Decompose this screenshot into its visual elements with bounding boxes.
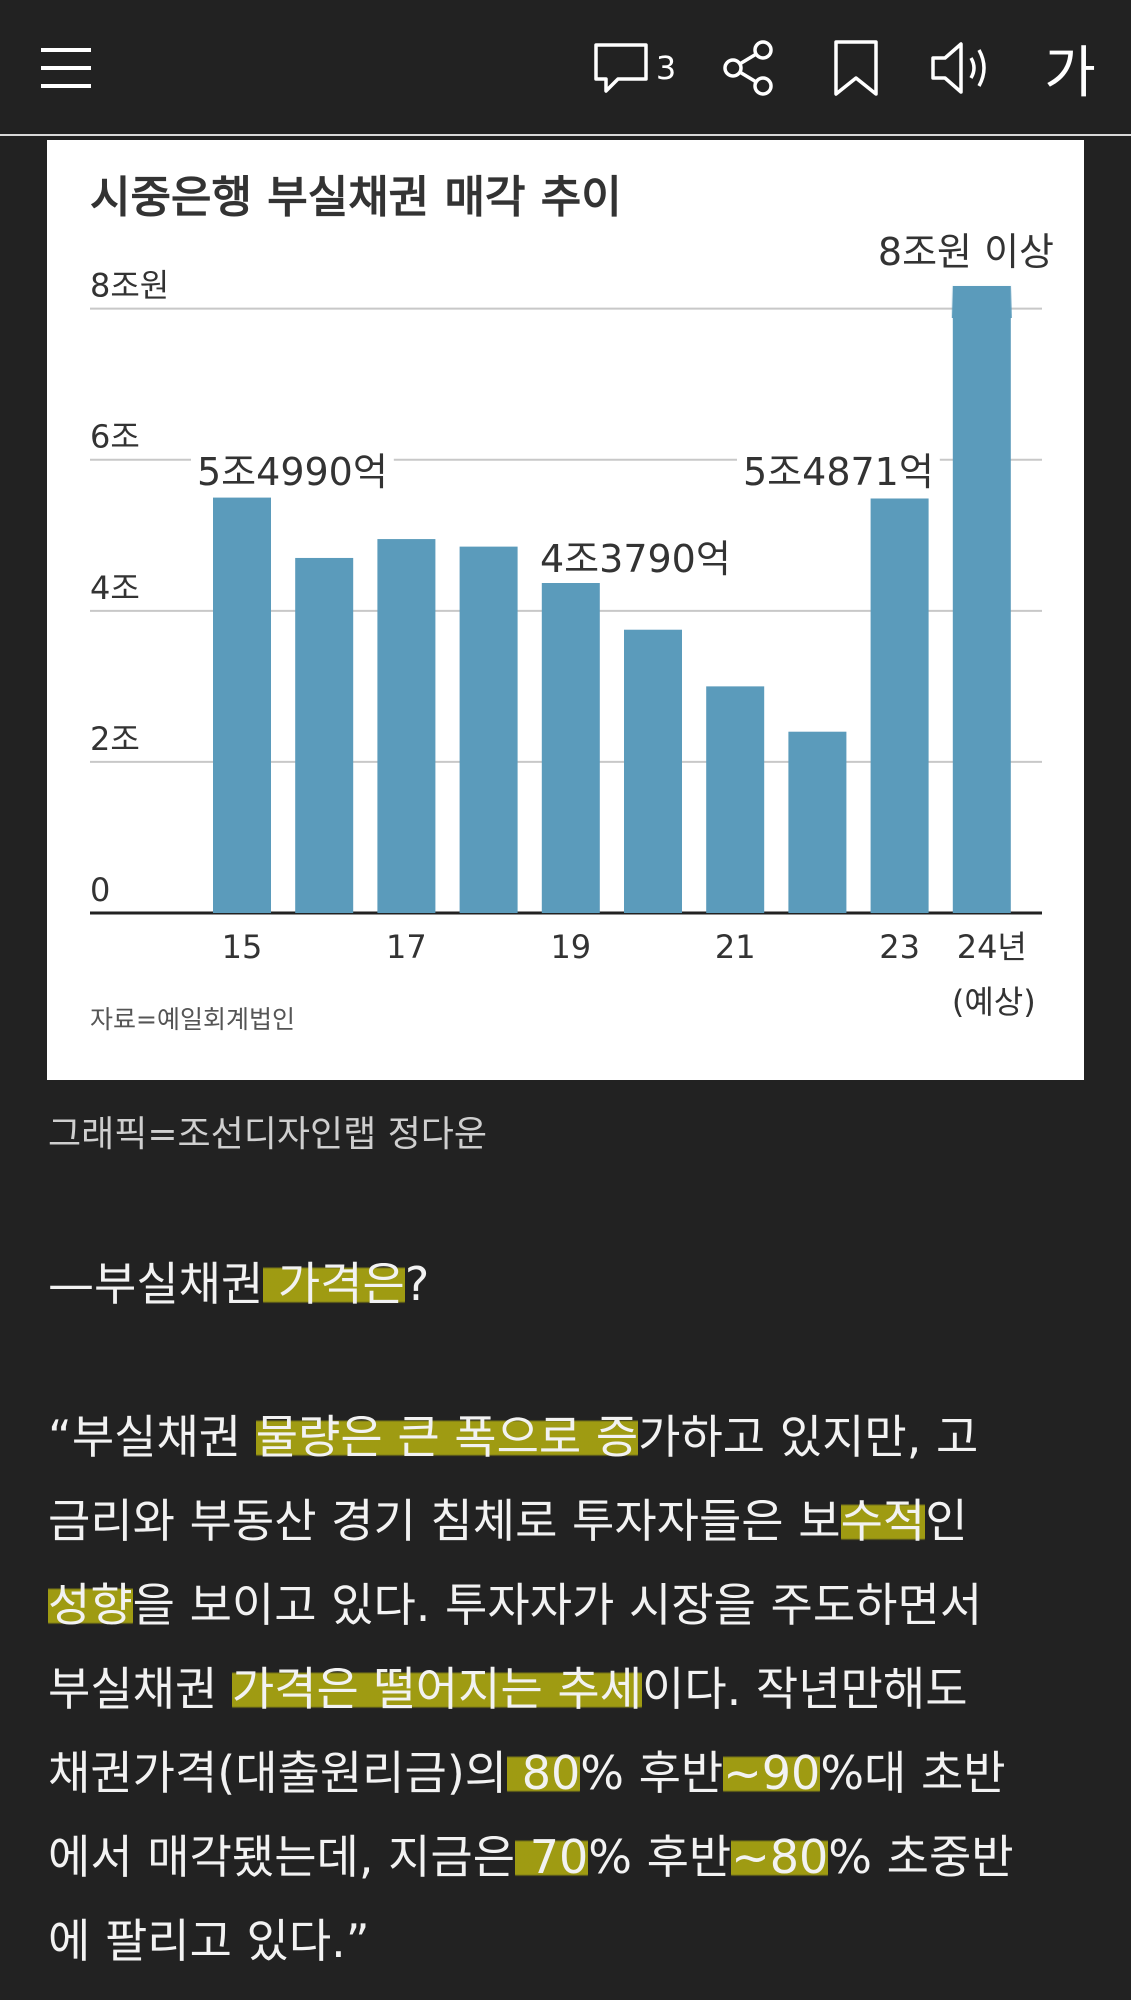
text-run: 부실채권 [48, 1662, 232, 1716]
data-label-bg [534, 535, 737, 583]
data-label: 5조4871억 [743, 450, 934, 494]
highlighted-text: 70 [515, 1830, 589, 1884]
highlighted-text: 성향 [48, 1578, 133, 1632]
highlighted-text: ~80 [731, 1830, 829, 1884]
x-tick-label: 24년 [957, 928, 1027, 966]
text-run: % 후반 [580, 1746, 724, 1800]
text-run: % 후반 [588, 1830, 732, 1884]
font-size-button[interactable]: 가 [1044, 40, 1096, 106]
y-tick-label: 6조 [90, 418, 140, 456]
x-tick-sublabel: (예상) [952, 983, 1036, 1021]
y-tick-label: 2조 [90, 720, 140, 758]
paragraph-line: 금리와 부동산 경기 침체로 투자자들은 보수적인 [48, 1479, 1088, 1563]
text-run: “부실채권 [48, 1410, 256, 1464]
text-run: 인 [925, 1494, 968, 1548]
data-label: 8조원 이상 [878, 230, 1054, 274]
highlighted-text: ~90 [723, 1746, 821, 1800]
bar [541, 582, 600, 913]
bar [295, 557, 354, 913]
share-icon[interactable] [712, 0, 784, 136]
y-tick-label: 0 [90, 871, 110, 909]
text-run: 에 팔리고 있다.” [48, 1914, 370, 1968]
x-tick-label: 23 [879, 928, 920, 966]
bookmark-icon[interactable] [820, 0, 892, 136]
comment-bubble-icon [592, 41, 650, 95]
chart-source: 자료=예일회계법인 [90, 1005, 295, 1034]
hamburger-menu-icon[interactable] [30, 0, 102, 136]
interview-question: —부실채권 가격은? [48, 1248, 429, 1314]
data-label: 5조4990억 [197, 450, 388, 494]
highlighted-text: 80 [507, 1746, 581, 1800]
text-run: ? [404, 1257, 430, 1311]
paragraph-line: 부실채권 가격은 떨어지는 추세이다. 작년만해도 [48, 1647, 1088, 1731]
data-label-bg [737, 448, 940, 496]
x-tick-label: 17 [386, 928, 427, 966]
comment-count: 3 [655, 49, 677, 87]
paragraph-line: 채권가격(대출원리금)의 80% 후반~90%대 초반 [48, 1731, 1088, 1815]
paragraph-line: “부실채권 물량은 큰 폭으로 증가하고 있지만, 고 [48, 1395, 1088, 1479]
chart-image: 시중은행 부실채권 매각 추이 0 2조 4조 6조 8조원 15 17 19 21 23 24년 (… [47, 140, 1084, 1080]
y-tick-label: 4조 [90, 569, 140, 607]
comment-button[interactable]: 3 [584, 0, 684, 136]
image-caption: 그래픽=조선디자인랩 정다운 [48, 1114, 488, 1155]
bar [870, 498, 929, 913]
text-run: 을 보이고 있다. 투자자가 시장을 주도하면서 [132, 1578, 983, 1632]
bar [459, 546, 518, 913]
bar-chart: 시중은행 부실채권 매각 추이 0 2조 4조 6조 8조원 15 17 19 21 23 24년 (… [90, 172, 1054, 1034]
text-run: —부실채권 [48, 1257, 264, 1311]
bar [624, 629, 682, 913]
text-run: 금리와 부동산 경기 침체로 투자자들은 보 [48, 1494, 841, 1548]
bar [377, 539, 436, 913]
text-run: 이다. 작년만해도 [642, 1662, 968, 1716]
article-paragraph: “부실채권 물량은 큰 폭으로 증가하고 있지만, 고 금리와 부동산 경기 침체… [48, 1395, 1088, 1983]
text-run: 채권가격(대출원리금)의 [48, 1746, 508, 1800]
text-run: 에서 매각됐는데, 지금은 [48, 1830, 516, 1884]
text-run: 가하고 있지만, 고 [638, 1410, 979, 1464]
x-tick-label: 21 [715, 928, 756, 966]
bar [213, 497, 271, 913]
x-tick-label: 15 [222, 928, 263, 966]
data-label: 4조3790억 [540, 537, 731, 581]
bar [706, 686, 765, 913]
paragraph-line: 성향을 보이고 있다. 투자자가 시장을 주도하면서 [48, 1563, 1088, 1647]
speaker-icon[interactable] [922, 0, 1002, 136]
bar [952, 286, 1011, 913]
chart-title: 시중은행 부실채권 매각 추이 [90, 172, 622, 223]
bar [788, 731, 847, 913]
highlighted-text: 물량은 큰 폭으로 증 [255, 1410, 639, 1464]
text-run: % 초중반 [828, 1830, 1014, 1884]
x-tick-label: 19 [550, 928, 591, 966]
top-toolbar: 3 가 [0, 0, 1131, 136]
text-run: %대 초반 [820, 1746, 1006, 1800]
paragraph-line: 에서 매각됐는데, 지금은 70% 후반~80% 초중반 [48, 1815, 1088, 1899]
highlighted-text: 수적 [840, 1494, 926, 1548]
highlighted-text: 가격은 [263, 1257, 405, 1311]
data-label-bg [191, 448, 394, 496]
y-tick-label: 8조원 [90, 267, 169, 305]
bar-fade-top [951, 284, 1012, 318]
highlighted-text: 가격은 떨어지는 추세 [231, 1662, 643, 1716]
paragraph-line: 에 팔리고 있다.” [48, 1899, 1088, 1983]
